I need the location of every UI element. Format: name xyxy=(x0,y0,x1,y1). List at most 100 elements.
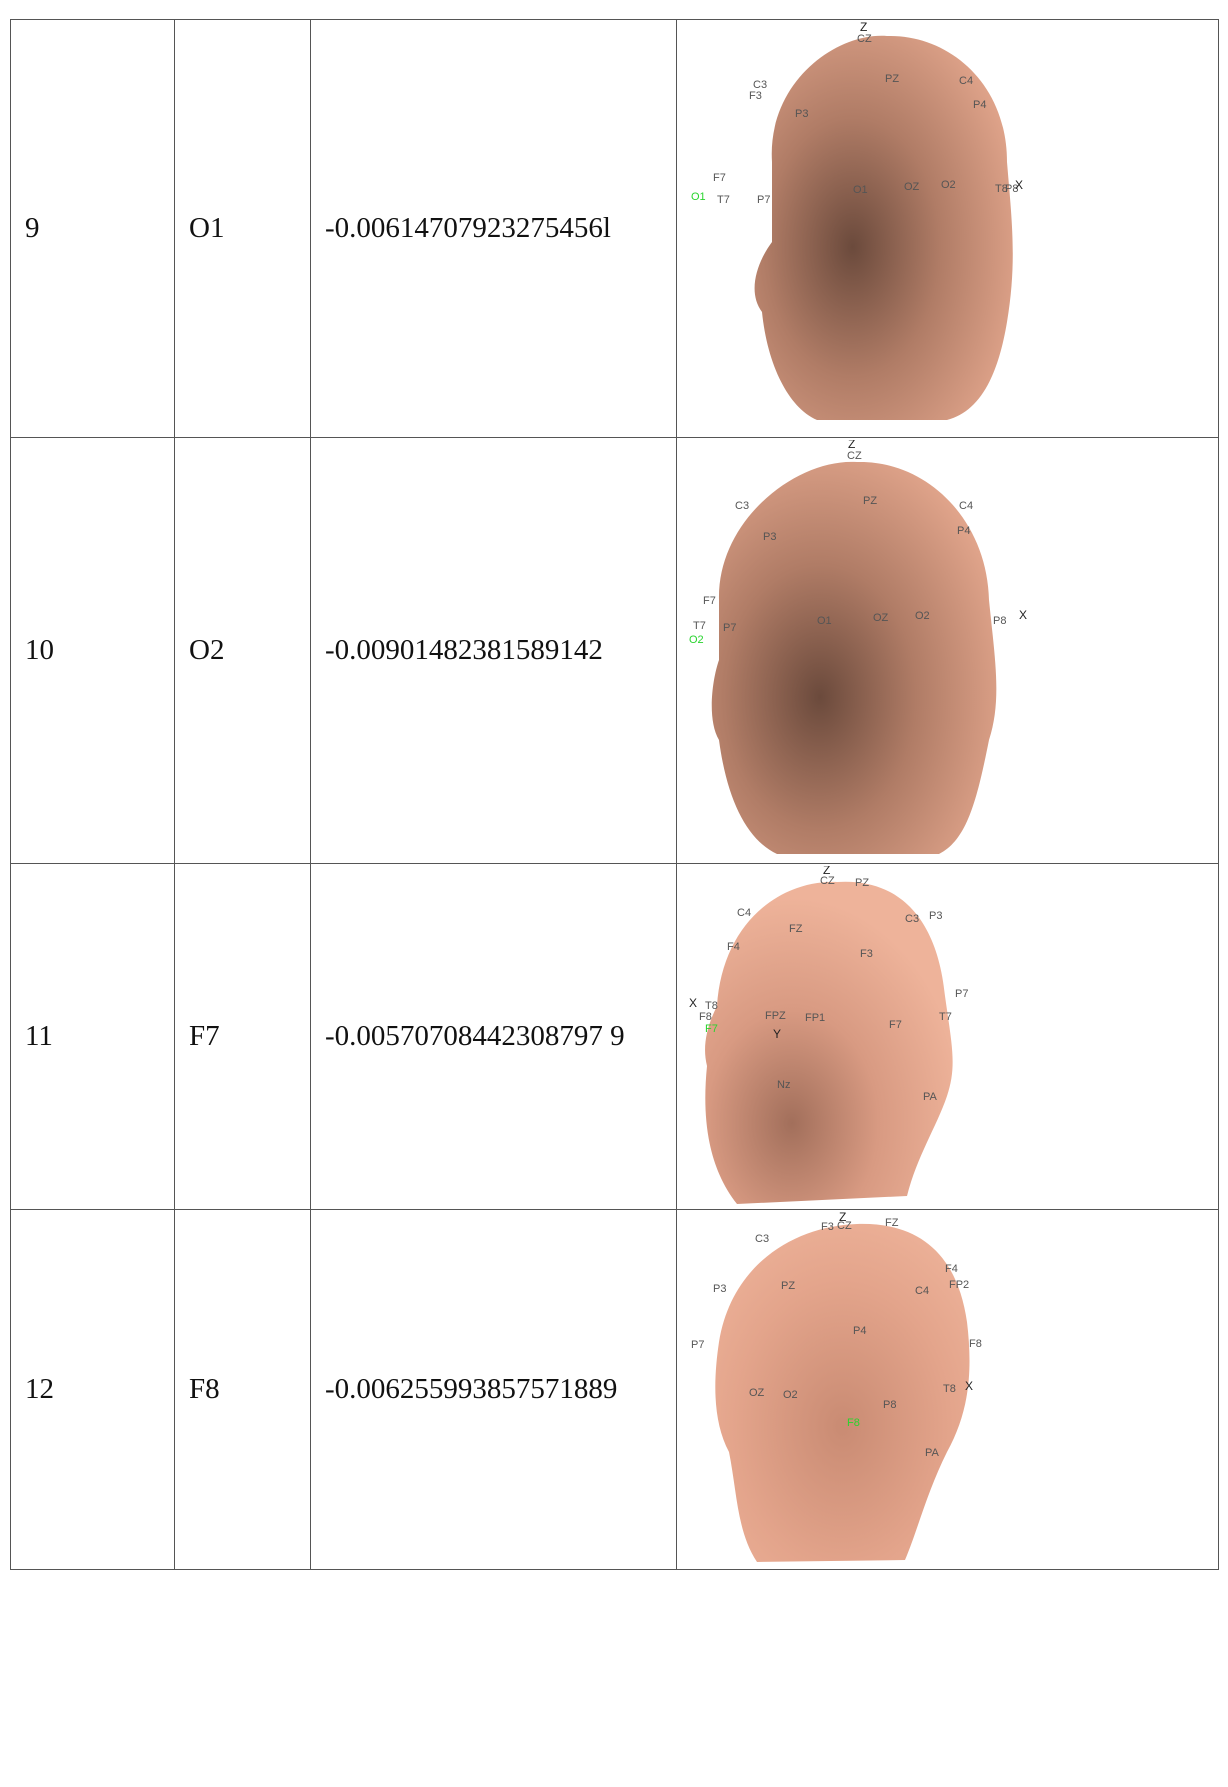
electrode-label: C4 xyxy=(737,907,751,919)
electrode-label: C4 xyxy=(959,75,973,87)
electrode-labels: Z CZ PZ C3 C4 P4 P3 F7 T7 O2 P7 O1 OZ O2… xyxy=(689,440,1027,646)
row-index: 11 xyxy=(10,863,175,1210)
electrode-label: PZ xyxy=(781,1280,795,1292)
electrode-label: OZ xyxy=(749,1387,765,1399)
head-render: Z CZ PZ C4 C3 F3 P4 P3 F7 O1 T7 P7 O1 OZ… xyxy=(691,22,1023,420)
electrode-label: F7 xyxy=(703,595,716,607)
electrode-label: C4 xyxy=(915,1285,929,1297)
electrode-label: P8 xyxy=(883,1399,896,1411)
axis-label: Z xyxy=(823,866,830,877)
head-render: Z CZ PZ C4 C3 P3 FZ F4 F3 P7 X T8 F8 FPZ… xyxy=(689,866,968,1204)
electrode-label: T8 xyxy=(995,183,1008,195)
table-row: 12 F8 -0.006255993857571889 Z F3 CZ FZ C… xyxy=(10,1209,1219,1570)
electrode-label: O1 xyxy=(817,615,832,627)
electrode-labels: Z CZ PZ C4 C3 P3 FZ F4 F3 P7 X T8 F8 FPZ… xyxy=(689,866,968,1103)
electrode-label: P3 xyxy=(795,108,808,120)
electrode-label: PA xyxy=(923,1091,938,1103)
electrode-label: FPZ xyxy=(765,1010,786,1022)
electrode-table: 9 O1 -0.00614707923275456l Z CZ PZ C4 C3… xyxy=(10,19,1219,1570)
electrode-label: Nz xyxy=(777,1079,790,1091)
electrode-label: P3 xyxy=(929,910,942,922)
channel-value: -0.00570708442308797 9 xyxy=(310,863,677,1210)
electrode-label: F7 xyxy=(889,1019,902,1031)
electrode-label: P3 xyxy=(713,1283,726,1295)
electrode-label-highlight: O2 xyxy=(689,634,704,646)
electrode-label: P4 xyxy=(957,525,970,537)
channel-value: -0.00901482381589142 xyxy=(310,437,677,864)
axis-label: Z xyxy=(860,22,867,34)
electrode-label: PZ xyxy=(885,73,899,85)
axis-label: X xyxy=(1019,608,1027,622)
electrode-label: C4 xyxy=(959,500,973,512)
electrode-label: O1 xyxy=(853,184,868,196)
electrode-labels: Z F3 CZ FZ C3 F4 FP2 P3 PZ C4 P4 P7 F8 O… xyxy=(691,1212,982,1459)
channel-value: -0.00614707923275456l xyxy=(310,19,677,438)
electrode-label: T8 xyxy=(943,1383,956,1395)
electrode-label: P7 xyxy=(691,1339,704,1351)
head-render: Z CZ PZ C3 C4 P4 P3 F7 T7 O2 P7 O1 OZ O2… xyxy=(689,440,1027,854)
electrode-label: F8 xyxy=(699,1011,712,1023)
electrode-label: P8 xyxy=(1005,183,1018,195)
electrode-label: F8 xyxy=(969,1338,982,1350)
electrode-label: P4 xyxy=(973,99,986,111)
axis-label: X xyxy=(689,996,697,1010)
axis-label: Z xyxy=(848,440,855,451)
electrode-label: PZ xyxy=(863,495,877,507)
electrode-label: O2 xyxy=(941,179,956,191)
electrode-label: F4 xyxy=(727,941,740,953)
electrode-label: O2 xyxy=(783,1389,798,1401)
row-index: 12 xyxy=(10,1209,175,1570)
head-shape xyxy=(715,1223,970,1562)
table-row: 11 F7 -0.00570708442308797 9 Z CZ PZ C4 … xyxy=(10,863,1219,1210)
head-render-cell: Z CZ PZ C3 C4 P4 P3 F7 T7 O2 P7 O1 OZ O2… xyxy=(676,437,1219,864)
electrode-label: C3 xyxy=(753,79,767,91)
electrode-label: T7 xyxy=(693,620,706,632)
electrode-label: FP2 xyxy=(949,1279,969,1291)
channel-name: O1 xyxy=(174,19,311,438)
axis-label: X xyxy=(1015,178,1023,192)
electrode-label: T7 xyxy=(939,1011,952,1023)
table-row: 10 O2 -0.00901482381589142 Z CZ PZ C3 C4… xyxy=(10,437,1219,864)
electrode-label: O2 xyxy=(915,610,930,622)
electrode-label: P3 xyxy=(763,531,776,543)
row-index: 9 xyxy=(10,19,175,438)
electrode-label: OZ xyxy=(873,612,889,624)
electrode-label-highlight: O1 xyxy=(691,191,706,203)
electrode-label-highlight: F8 xyxy=(847,1417,860,1429)
electrode-label: F3 xyxy=(749,90,762,102)
head-render: Z F3 CZ FZ C3 F4 FP2 P3 PZ C4 P4 P7 F8 O… xyxy=(691,1212,982,1562)
row-index: 10 xyxy=(10,437,175,864)
channel-name: F8 xyxy=(174,1209,311,1570)
electrode-label: OZ xyxy=(904,181,920,193)
electrode-label: P7 xyxy=(723,622,736,634)
electrode-label: F3 xyxy=(821,1221,834,1233)
head-render-cell: Z F3 CZ FZ C3 F4 FP2 P3 PZ C4 P4 P7 F8 O… xyxy=(676,1209,1219,1570)
electrode-label: C3 xyxy=(905,913,919,925)
axis-label: Z xyxy=(839,1212,846,1224)
head-shape xyxy=(705,881,953,1204)
table-row: 9 O1 -0.00614707923275456l Z CZ PZ C4 C3… xyxy=(10,19,1219,438)
head-render-cell: Z CZ PZ C4 C3 P3 FZ F4 F3 P7 X T8 F8 FPZ… xyxy=(676,863,1219,1210)
electrode-label: P8 xyxy=(993,615,1006,627)
electrode-label: CZ xyxy=(820,875,835,887)
electrode-label: T7 xyxy=(717,194,730,206)
electrode-label: FZ xyxy=(789,923,803,935)
electrode-label: CZ xyxy=(847,450,862,462)
head-shape xyxy=(711,461,997,854)
channel-name: O2 xyxy=(174,437,311,864)
electrode-labels: Z CZ PZ C4 C3 F3 P4 P3 F7 O1 T7 P7 O1 OZ… xyxy=(691,22,1023,206)
electrode-label: F3 xyxy=(860,948,873,960)
electrode-label: T8 xyxy=(705,1000,718,1012)
electrode-label: FP1 xyxy=(805,1012,825,1024)
electrode-label: C3 xyxy=(755,1233,769,1245)
electrode-label: FZ xyxy=(885,1217,899,1229)
electrode-label: PZ xyxy=(855,877,869,889)
electrode-label-highlight: F7 xyxy=(705,1023,718,1035)
electrode-label: CZ xyxy=(837,1220,852,1232)
electrode-label: P4 xyxy=(853,1325,866,1337)
channel-value: -0.006255993857571889 xyxy=(310,1209,677,1570)
axis-label: X xyxy=(965,1379,973,1393)
head-shape xyxy=(754,35,1013,420)
electrode-label: P7 xyxy=(955,988,968,1000)
channel-name: F7 xyxy=(174,863,311,1210)
